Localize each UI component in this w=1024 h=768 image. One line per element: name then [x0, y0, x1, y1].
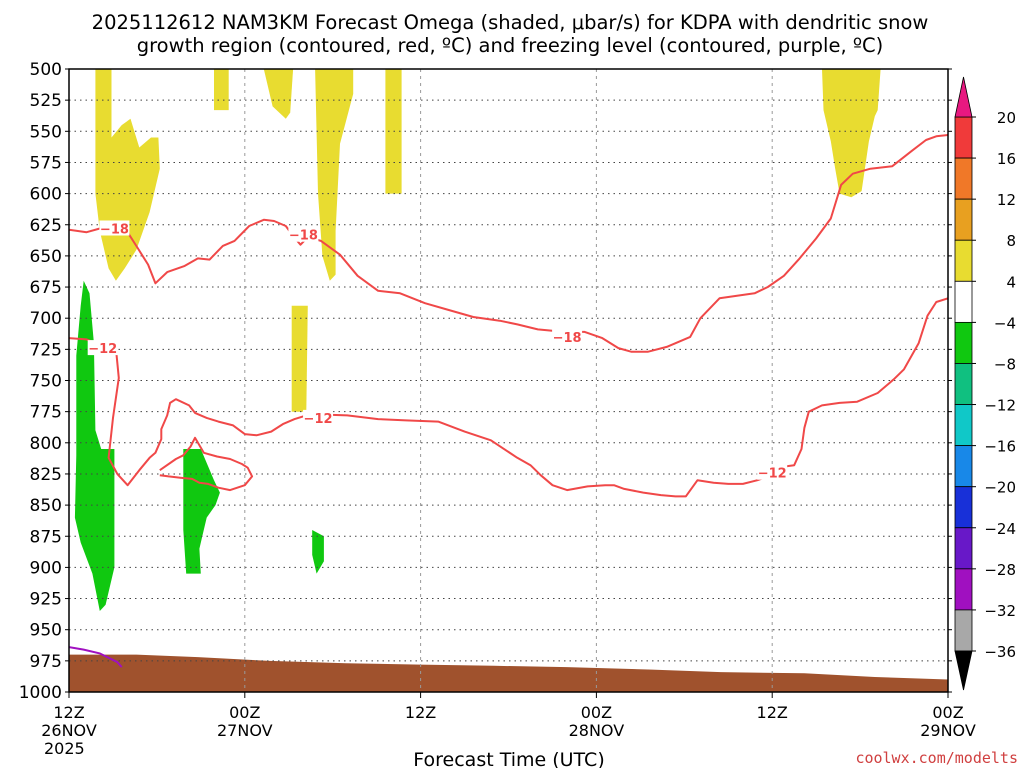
omega-positive-region-1 — [214, 69, 229, 111]
omega-positive-region-3 — [315, 69, 354, 281]
x-axis-label: Forecast Time (UTC) — [413, 749, 604, 768]
ground-layer — [69, 654, 948, 692]
omega-positive-region-2 — [263, 69, 294, 119]
x-tick-label: 12Z — [405, 703, 436, 722]
x-tick-label: 28NOV — [569, 721, 625, 740]
y-tick-label: 650 — [30, 247, 62, 267]
grid-lines — [69, 69, 948, 692]
colorbar-label: 16 — [997, 150, 1016, 168]
contour-label-bg — [87, 340, 118, 356]
y-tick-label: 725 — [30, 340, 62, 360]
colorbar-bin — [954, 486, 973, 529]
colorbar-label: −28 — [984, 561, 1016, 579]
y-tick-label: 825 — [30, 465, 62, 485]
omega-positive-region-5 — [822, 69, 881, 198]
colorbar-label: 20 — [997, 109, 1016, 127]
colorbar-label: −20 — [984, 479, 1016, 497]
colorbar-bin — [954, 527, 973, 570]
x-tick-label: 12Z — [757, 703, 788, 722]
y-tick-label: 975 — [30, 652, 62, 672]
y-tick-label: 950 — [30, 621, 62, 641]
chart-title-line2: growth region (contoured, red, ºC) and f… — [137, 34, 884, 57]
contour-label: −18 — [553, 331, 582, 346]
contour-label: −12 — [758, 467, 787, 482]
temperature-contours — [69, 134, 948, 668]
y-tick-label: 1000 — [19, 683, 62, 703]
contour-label-bg — [757, 464, 788, 480]
y-tick-label: 575 — [30, 153, 62, 173]
omega-negative-region-0 — [74, 280, 115, 611]
omega-positive-region-6 — [291, 305, 308, 412]
colorbar-label: 4 — [1006, 273, 1016, 291]
isotherm-line-1 — [69, 297, 948, 498]
x-tick-label: 00Z — [932, 703, 963, 722]
y-tick-label: 850 — [30, 496, 62, 516]
colorbar-bin — [954, 445, 973, 488]
isotherm-line-0 — [69, 134, 948, 353]
y-tick-label: 700 — [30, 309, 62, 329]
contour-label: −12 — [304, 412, 333, 427]
omega-negative-region-2 — [312, 530, 324, 574]
y-tick-label: 675 — [30, 278, 62, 298]
y-tick-label: 625 — [30, 216, 62, 236]
colorbar-bin — [954, 280, 973, 323]
chart-title-line1: 2025112612 NAM3KM Forecast Omega (shaded… — [92, 11, 929, 34]
colorbar-bin — [954, 116, 973, 159]
colorbar-bin — [954, 321, 973, 364]
colorbar-label: −32 — [984, 602, 1016, 620]
plot-background — [69, 69, 948, 692]
x-tick-label: 27NOV — [217, 721, 273, 740]
colorbar-bottom-arrow — [954, 650, 973, 691]
contour-label: −12 — [88, 342, 117, 357]
x-tick-label: 00Z — [581, 703, 612, 722]
credit-text: coolwx.com/modelts — [855, 749, 1018, 767]
colorbar-label: 12 — [997, 191, 1016, 209]
contour-labels: −18 −18 −18 −12 −12 −12 — [87, 220, 788, 482]
colorbar-bin — [954, 609, 973, 652]
x-tick-label: 2025 — [44, 739, 85, 758]
colorbar-label: −12 — [984, 397, 1016, 415]
colorbar-label: −16 — [984, 438, 1016, 456]
y-tick-label: 925 — [30, 590, 62, 610]
colorbar-top-arrow — [954, 76, 973, 118]
colorbar-label: 8 — [1006, 232, 1016, 250]
contour-label-bg — [552, 328, 583, 344]
colorbar-label: −4 — [994, 314, 1016, 332]
colorbar-bin — [954, 157, 973, 200]
x-tick-label: 00Z — [229, 703, 260, 722]
y-tick-label: 900 — [30, 558, 62, 578]
y-tick-label: 775 — [30, 403, 62, 423]
y-axis: 500 525 550 575 600 625 650 675 700 725 750 775 800 8… — [19, 60, 952, 703]
contour-label-bg — [288, 226, 319, 242]
y-tick-label: 750 — [30, 372, 62, 392]
colorbar: 20 16 12 8 4 −4 −8 −12 −16 −20 −24 −28 −32 −36 — [954, 76, 1016, 691]
y-tick-label: 500 — [30, 60, 62, 80]
y-tick-label: 525 — [30, 91, 62, 111]
y-tick-label: 550 — [30, 122, 62, 142]
x-tick-label: 26NOV — [41, 721, 97, 740]
colorbar-label: −36 — [984, 643, 1016, 661]
x-tick-label: 29NOV — [920, 721, 976, 740]
y-tick-label: 800 — [30, 434, 62, 454]
isotherm-line-2 — [159, 436, 254, 492]
contour-label: −18 — [100, 222, 129, 237]
freezing-level-line — [69, 646, 123, 668]
colorbar-bin — [954, 404, 973, 447]
contour-label-bg — [99, 220, 130, 236]
contour-label-bg — [303, 409, 334, 425]
x-tick-label: 12Z — [53, 703, 84, 722]
colorbar-bin — [954, 239, 973, 282]
colorbar-label: −24 — [984, 520, 1016, 538]
contour-label: −18 — [289, 229, 318, 244]
y-tick-label: 875 — [30, 527, 62, 547]
colorbar-bin — [954, 363, 973, 405]
colorbar-bin — [954, 198, 973, 241]
colorbar-bin — [954, 568, 973, 611]
colorbar-label: −8 — [994, 355, 1016, 373]
y-tick-label: 600 — [30, 185, 62, 205]
